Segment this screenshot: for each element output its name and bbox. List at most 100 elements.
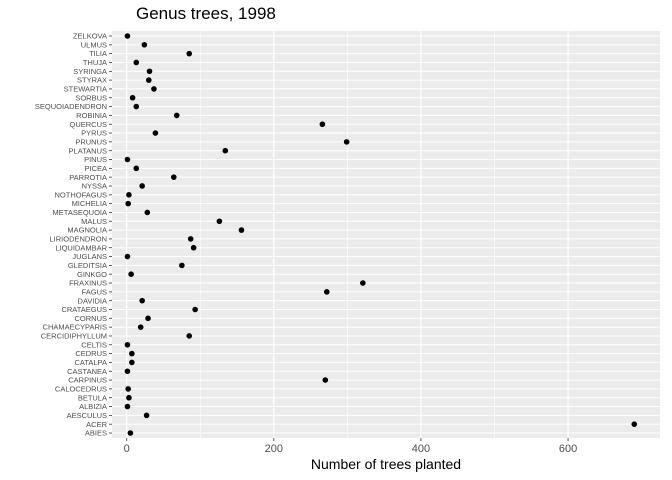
y-tick-label: MICHELIA bbox=[72, 199, 107, 208]
data-point-quercus bbox=[319, 121, 326, 128]
data-point-nothofagus bbox=[126, 192, 132, 198]
y-tick-label: GINKGO bbox=[77, 270, 107, 279]
y-tick-label: CRATAEGUS bbox=[61, 305, 107, 314]
y-tick-label: SYRINGA bbox=[73, 67, 107, 76]
data-point-parrotia bbox=[170, 174, 177, 180]
x-tick-label: 200 bbox=[265, 443, 283, 455]
data-point-davidia bbox=[139, 297, 145, 304]
data-point-styrax bbox=[145, 77, 152, 83]
data-point-crataegus bbox=[192, 306, 198, 313]
y-tick-label: PICEA bbox=[84, 164, 107, 173]
y-tick-label: PLATANUS bbox=[69, 146, 107, 155]
y-tick-label: PRUNUS bbox=[75, 137, 107, 146]
plot-panel bbox=[112, 31, 660, 438]
data-point-syringa bbox=[146, 68, 153, 75]
y-tick-label: GLEDITSIA bbox=[68, 261, 107, 270]
data-point-stewartia bbox=[151, 86, 157, 92]
data-point-fagus bbox=[323, 289, 330, 295]
y-tick-label: CHAMAECYPARIS bbox=[43, 323, 107, 332]
data-point-albizia bbox=[124, 403, 131, 410]
data-point-nyssa bbox=[139, 183, 145, 189]
data-point-michelia bbox=[125, 200, 131, 207]
y-tick-label: SEQUOIADENDRON bbox=[35, 102, 107, 111]
data-point-liriodendron bbox=[187, 236, 194, 242]
y-tick-label: PYRUS bbox=[81, 129, 107, 138]
data-point-catalpa bbox=[129, 359, 135, 366]
y-tick-label: CASTANEA bbox=[67, 367, 107, 376]
data-point-prunus bbox=[343, 139, 350, 145]
y-tick-label: TILIA bbox=[89, 49, 107, 58]
data-point-acer bbox=[631, 421, 638, 427]
y-tick-label: CARPINUS bbox=[68, 376, 107, 385]
y-tick-label: LIRIODENDRON bbox=[49, 235, 107, 244]
y-tick-label: BETULA bbox=[78, 393, 107, 402]
data-point-tilia bbox=[186, 50, 193, 57]
data-point-gleditsia bbox=[179, 262, 185, 269]
x-tick-label: 0 bbox=[124, 443, 130, 455]
y-tick-label: NOTHOFAGUS bbox=[54, 190, 107, 199]
data-point-sorbus bbox=[129, 94, 136, 101]
y-tick-label: ULMUS bbox=[81, 40, 107, 49]
data-point-pinus bbox=[124, 156, 131, 163]
y-tick-label: DAVIDIA bbox=[78, 296, 107, 305]
y-tick-label: PARROTIA bbox=[69, 173, 107, 182]
data-point-liquidambar bbox=[190, 244, 197, 251]
data-point-cercidiphyllum bbox=[186, 333, 193, 339]
y-tick-label: LIQUIDAMBAR bbox=[55, 243, 107, 252]
y-tick-label: FAGUS bbox=[82, 287, 107, 296]
data-point-pyrus bbox=[152, 130, 159, 136]
y-tick-label: CELTIS bbox=[81, 340, 107, 349]
y-tick-label: CATALPA bbox=[74, 358, 107, 367]
y-tick-label: PINUS bbox=[84, 155, 107, 164]
data-point-thuja bbox=[133, 59, 140, 66]
x-tick-label: 400 bbox=[412, 443, 430, 455]
data-point-betula bbox=[126, 394, 132, 401]
data-point-picea bbox=[133, 165, 140, 172]
data-point-ulmus bbox=[141, 42, 148, 48]
data-point-aesculus bbox=[143, 412, 150, 419]
y-tick-label: MALUS bbox=[81, 217, 107, 226]
data-point-calocedrus bbox=[125, 386, 131, 392]
x-axis-label: Number of trees planted bbox=[310, 456, 462, 472]
y-tick-label: CALOCEDRUS bbox=[55, 384, 107, 393]
y-tick-label: SORBUS bbox=[75, 93, 107, 102]
data-point-cornus bbox=[145, 315, 151, 322]
data-point-metasequoia bbox=[144, 209, 151, 216]
y-tick-label: NYSSA bbox=[82, 182, 107, 191]
data-point-fraxinus bbox=[360, 280, 366, 286]
y-tick-label: ACER bbox=[86, 420, 107, 429]
data-point-abies bbox=[127, 430, 134, 436]
data-point-castanea bbox=[124, 368, 131, 375]
y-tick-label: QUERCUS bbox=[69, 120, 107, 129]
y-tick-label: CEDRUS bbox=[75, 349, 107, 358]
y-tick-label: JUGLANS bbox=[72, 252, 107, 261]
data-point-carpinus bbox=[322, 377, 329, 383]
chart-title: Genus trees, 1998 bbox=[136, 4, 276, 23]
y-tick-label: STEWARTIA bbox=[64, 85, 107, 94]
data-point-platanus bbox=[222, 147, 229, 154]
data-point-zelkova bbox=[124, 33, 131, 39]
y-tick-label: AESCULUS bbox=[67, 411, 107, 420]
y-tick-label: METASEQUOIA bbox=[53, 208, 107, 217]
data-point-chamaecyparis bbox=[137, 324, 144, 330]
data-point-celtis bbox=[124, 341, 131, 348]
y-tick-label: ABIES bbox=[85, 429, 107, 438]
y-tick-label: ALBIZIA bbox=[79, 402, 107, 411]
y-tick-label: ROBINIA bbox=[76, 111, 107, 120]
data-point-sequoiadendron bbox=[133, 103, 140, 110]
data-point-juglans bbox=[124, 253, 131, 260]
data-point-malus bbox=[216, 218, 223, 225]
y-tick-label: ZELKOVA bbox=[73, 32, 107, 41]
y-tick-label: STYRAX bbox=[77, 76, 107, 85]
y-tick-label: THUJA bbox=[83, 58, 107, 67]
y-tick-label: CERCIDIPHYLLUM bbox=[41, 332, 107, 341]
y-tick-label: FRAXINUS bbox=[69, 279, 107, 288]
y-tick-label: MAGNOLIA bbox=[67, 226, 107, 235]
data-point-cedrus bbox=[129, 350, 135, 357]
data-point-magnolia bbox=[238, 227, 245, 233]
x-tick-label: 600 bbox=[559, 443, 577, 455]
data-point-robinia bbox=[173, 112, 180, 119]
y-tick-label: CORNUS bbox=[74, 314, 107, 323]
data-point-ginkgo bbox=[128, 271, 134, 278]
